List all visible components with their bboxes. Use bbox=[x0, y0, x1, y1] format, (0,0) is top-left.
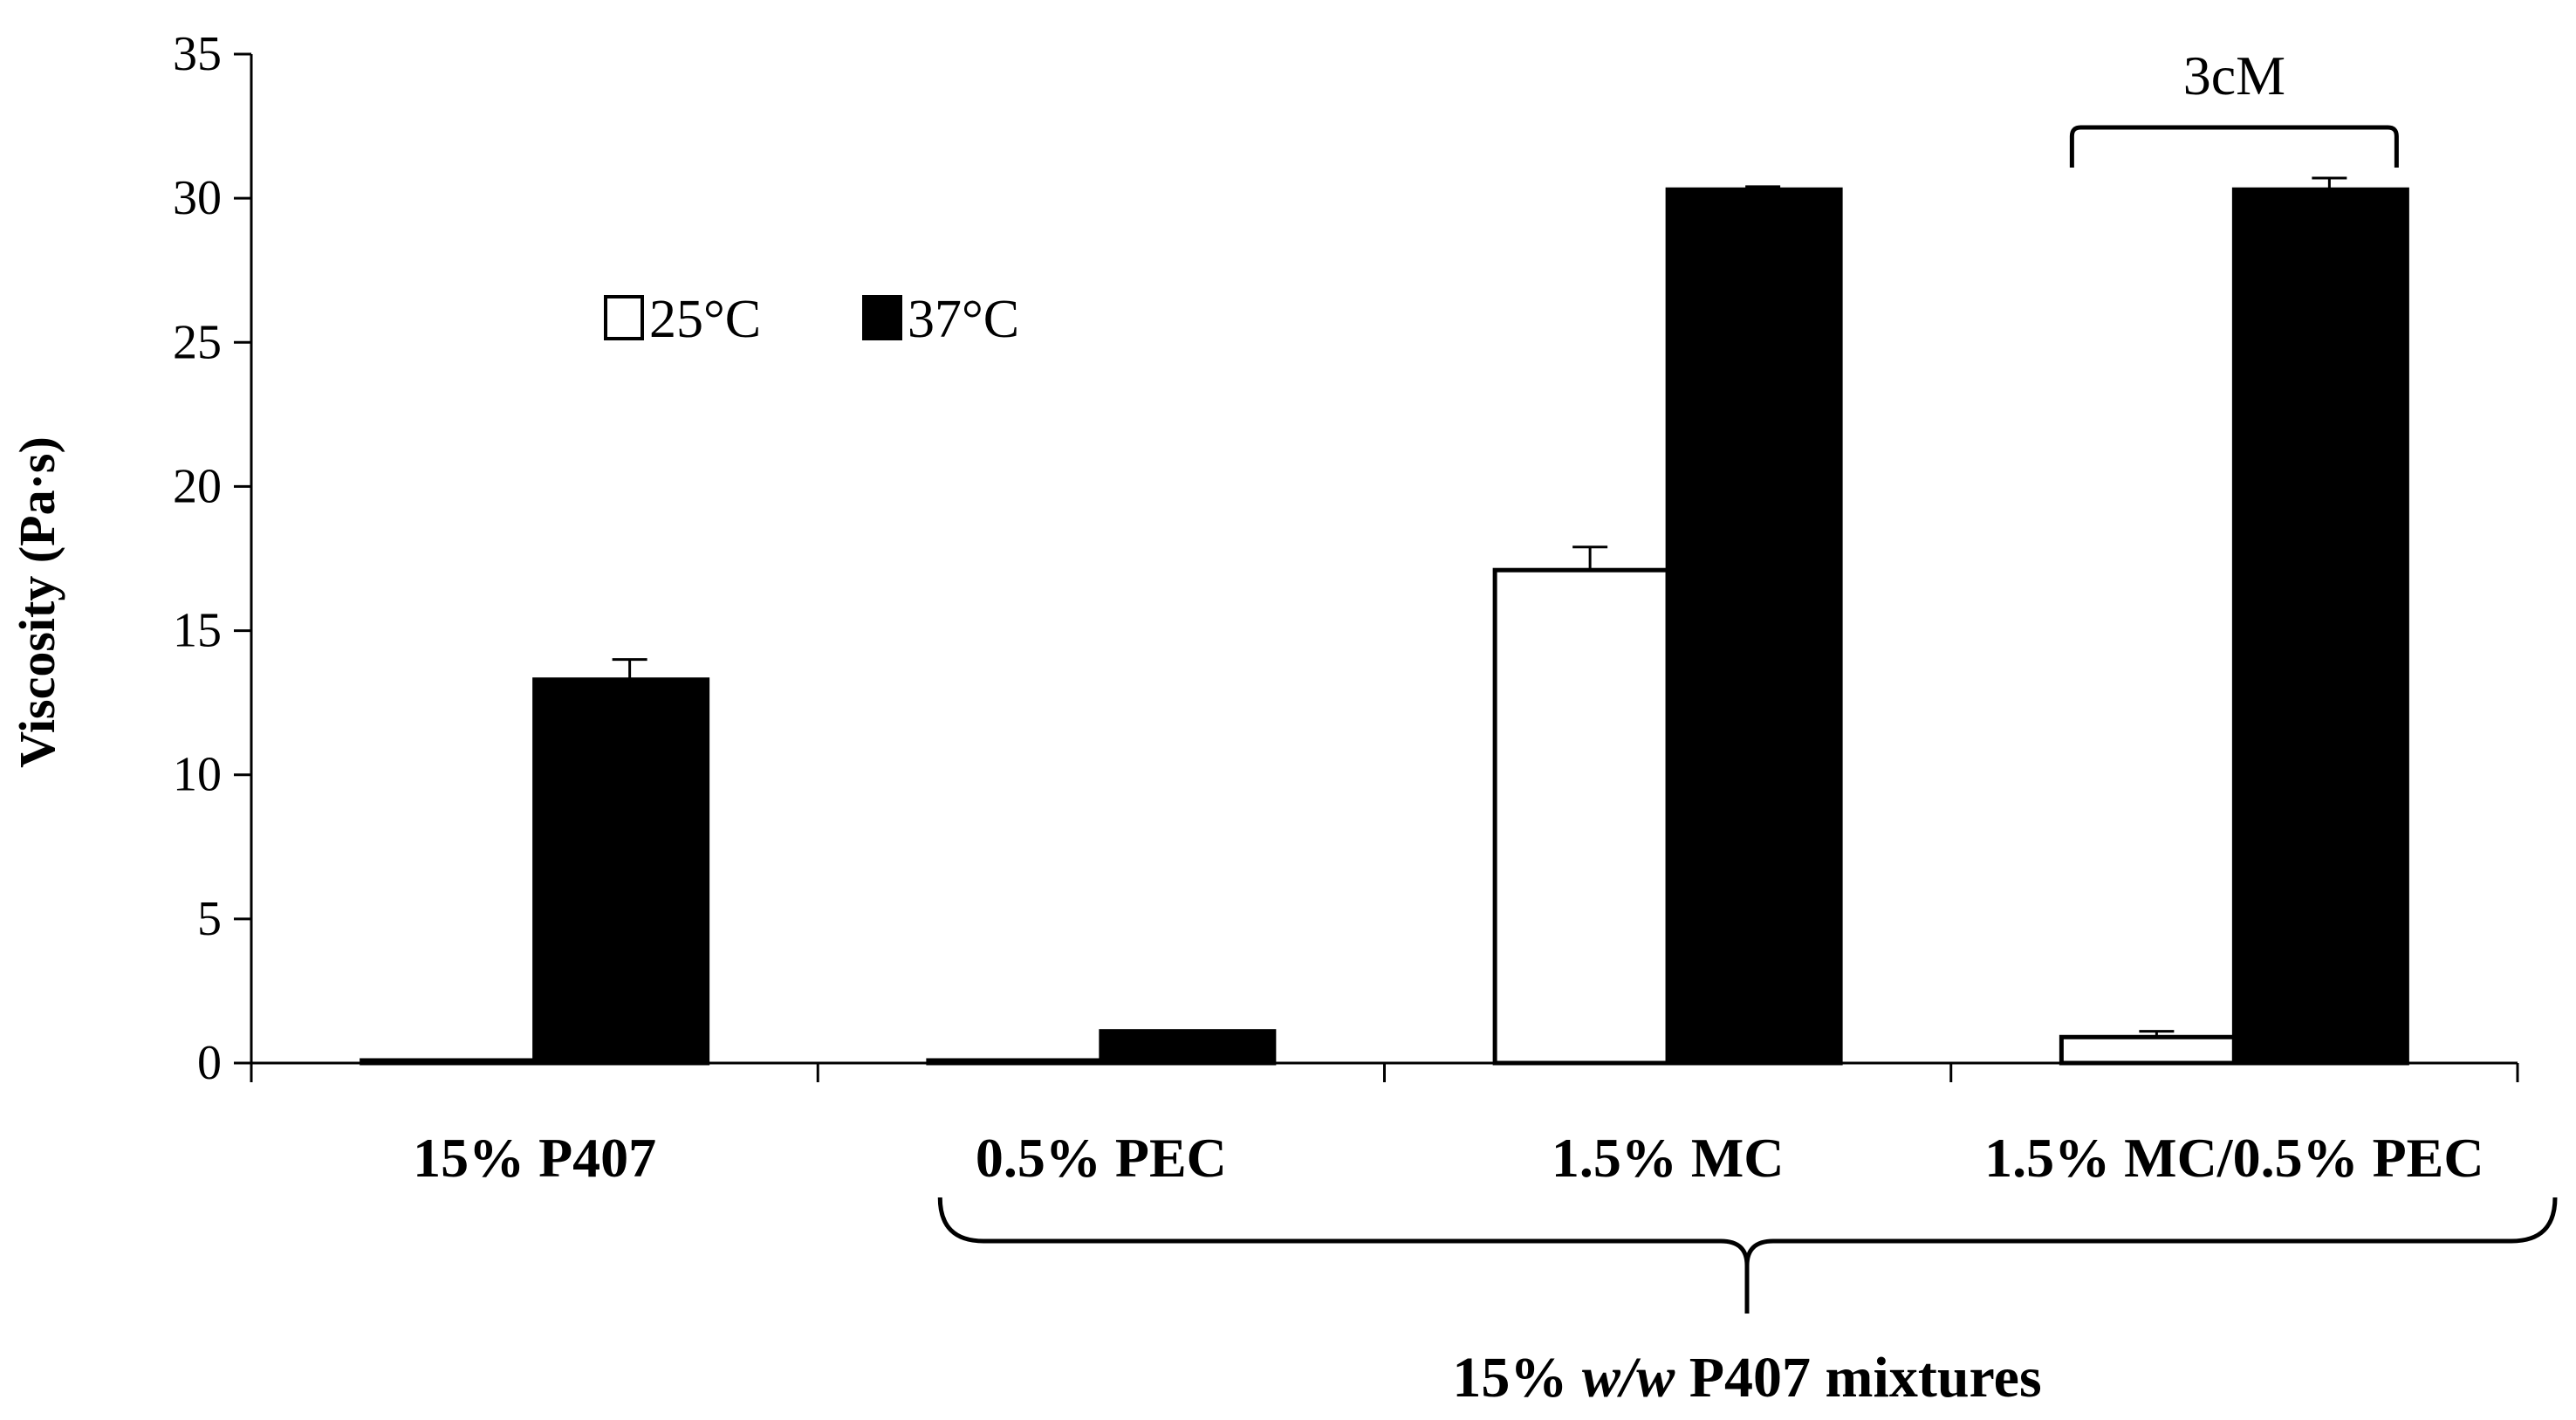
legend-swatch bbox=[604, 295, 644, 340]
y-tick-label: 5 bbox=[197, 892, 222, 946]
y-tick-label: 35 bbox=[173, 27, 222, 81]
bracket-top bbox=[2069, 125, 2399, 168]
bar bbox=[360, 1058, 538, 1066]
group-brace bbox=[937, 1197, 2558, 1314]
bracket-label: 3cM bbox=[2183, 45, 2285, 106]
y-tick-label: 25 bbox=[173, 315, 222, 369]
category-label: 1.5% MC bbox=[1552, 1127, 1785, 1189]
bar bbox=[1665, 187, 1843, 1066]
bar bbox=[2059, 1034, 2237, 1066]
category-label: 0.5% PEC bbox=[976, 1127, 1227, 1189]
bar bbox=[1492, 567, 1670, 1066]
category-label: 15% P407 bbox=[413, 1127, 656, 1189]
bar bbox=[2231, 187, 2409, 1066]
annotations: 3cM 15% w/w P407 mixtures bbox=[937, 45, 2558, 1410]
tick-labels: 0 5 10 15 20 25 30 35 bbox=[173, 27, 222, 1090]
bar bbox=[1099, 1029, 1277, 1066]
bar bbox=[926, 1058, 1104, 1066]
bar bbox=[532, 677, 710, 1066]
legend-label: 25°C bbox=[649, 290, 761, 349]
bars bbox=[360, 176, 2409, 1066]
y-axis-title: Viscosity (Pa·s) bbox=[9, 436, 65, 768]
legend: 25°C 37°C bbox=[604, 290, 1019, 349]
legend-label: 37°C bbox=[908, 290, 1019, 349]
y-tick-label: 30 bbox=[173, 171, 222, 225]
group-label: 15% w/w P407 mixtures bbox=[1452, 1346, 2041, 1410]
y-tick-label: 10 bbox=[173, 748, 222, 802]
category-label: 1.5% MC/0.5% PEC bbox=[1984, 1127, 2484, 1189]
y-tick-label: 20 bbox=[173, 459, 222, 513]
category-labels: 15% P407 0.5% PEC 1.5% MC 1.5% MC/0.5% PEC bbox=[413, 1127, 2484, 1189]
legend-swatch bbox=[862, 295, 902, 340]
y-tick-label: 0 bbox=[197, 1036, 222, 1090]
y-tick-label: 15 bbox=[173, 604, 222, 658]
